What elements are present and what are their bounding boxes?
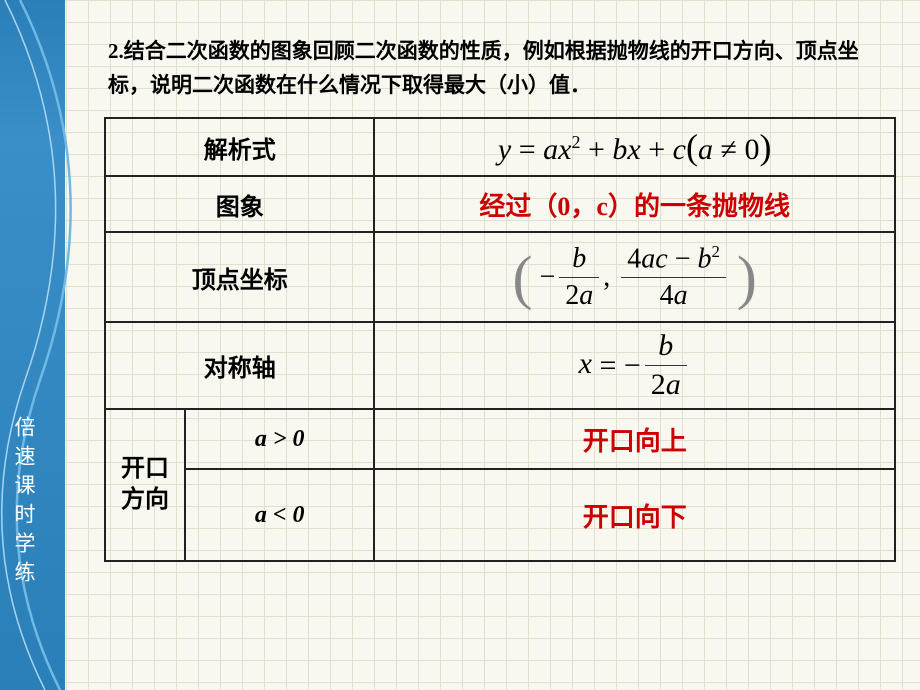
value-vertex: ( −b2a, 4ac − b24a ) (374, 232, 895, 322)
label-vertex: 顶点坐标 (105, 232, 374, 322)
value-axis: x = −b2a (374, 322, 895, 409)
table-row: 解析式 y = ax2 + bx + c(a ≠ 0) (105, 118, 895, 176)
table-row: 顶点坐标 ( −b2a, 4ac − b24a ) (105, 232, 895, 322)
cond-a-neg: a < 0 (185, 469, 374, 561)
table-row: a < 0 开口向下 (105, 469, 895, 561)
value-open-down: 开口向下 (374, 469, 895, 561)
value-graph: 经过（0，c）的一条抛物线 (374, 176, 895, 232)
properties-table: 解析式 y = ax2 + bx + c(a ≠ 0) 图象 经过（0，c）的一… (104, 117, 896, 562)
sidebar-label: 倍速课时学练 (8, 416, 38, 590)
label-graph: 图象 (105, 176, 374, 232)
label-axis: 对称轴 (105, 322, 374, 409)
table-row: 对称轴 x = −b2a (105, 322, 895, 409)
label-direction: 开口方向 (105, 409, 185, 561)
value-open-up: 开口向上 (374, 409, 895, 469)
intro-text: 2.结合二次函数的图象回顾二次函数的性质，例如根据抛物线的开口方向、顶点坐标，说… (108, 35, 892, 102)
table-row: 开口方向 a > 0 开口向上 (105, 409, 895, 469)
label-direction-text: 开口方向 (119, 454, 172, 516)
cond-a-pos: a > 0 (185, 409, 374, 469)
label-analytic: 解析式 (105, 118, 374, 176)
value-analytic: y = ax2 + bx + c(a ≠ 0) (374, 118, 895, 176)
main-content: 2.结合二次函数的图象回顾二次函数的性质，例如根据抛物线的开口方向、顶点坐标，说… (80, 0, 920, 690)
table-row: 图象 经过（0，c）的一条抛物线 (105, 176, 895, 232)
